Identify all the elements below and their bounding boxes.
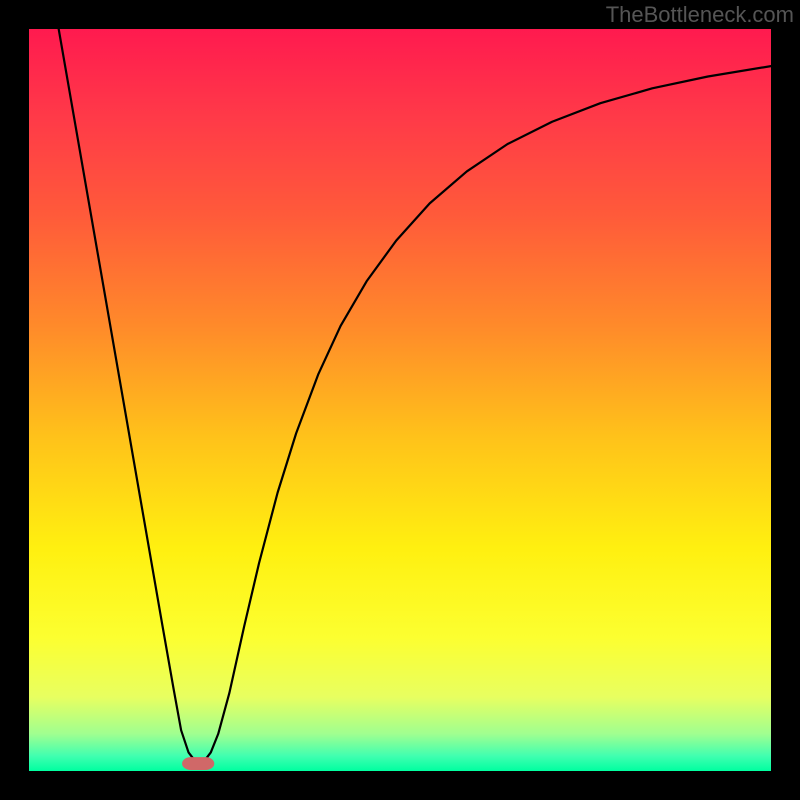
chart-svg: [29, 29, 771, 771]
chart-container: TheBottleneck.com: [0, 0, 800, 800]
gradient-background: [29, 29, 771, 771]
optimal-marker: [183, 758, 214, 770]
plot-area: [29, 29, 771, 771]
watermark-text: TheBottleneck.com: [606, 2, 794, 28]
